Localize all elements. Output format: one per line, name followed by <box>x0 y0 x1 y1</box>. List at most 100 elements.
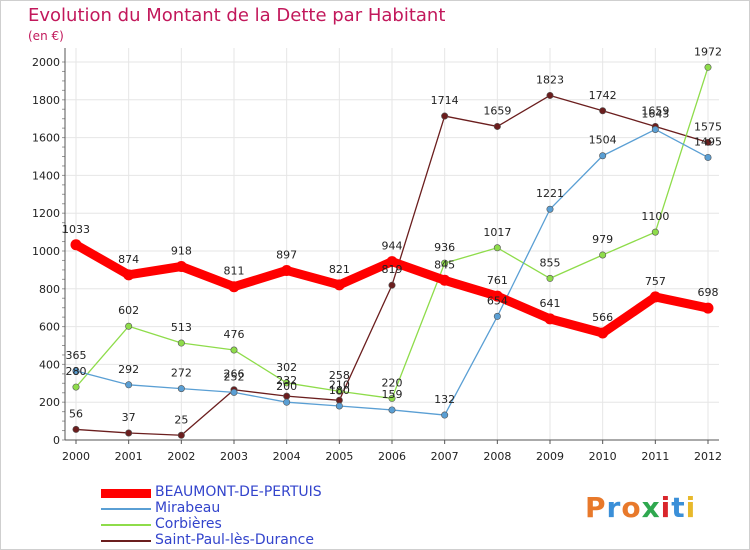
data-point <box>283 379 291 387</box>
data-point <box>177 339 185 347</box>
data-label: 1714 <box>431 94 459 107</box>
data-point <box>281 264 293 276</box>
x-tick-label: 2008 <box>483 450 511 463</box>
data-point <box>704 153 712 161</box>
data-label: 1823 <box>536 73 564 86</box>
data-label: 855 <box>540 256 561 269</box>
data-point <box>441 259 449 267</box>
data-label: 1504 <box>589 134 617 147</box>
data-point <box>704 63 712 71</box>
x-tick-label: 2007 <box>431 450 459 463</box>
data-point <box>335 402 343 410</box>
data-label: 811 <box>224 265 245 278</box>
legend-swatch <box>101 540 151 542</box>
data-point <box>125 381 133 389</box>
data-point <box>493 244 501 252</box>
x-tick-label: 2006 <box>378 450 406 463</box>
data-point <box>125 322 133 330</box>
y-tick-label: 1600 <box>32 132 60 145</box>
x-tick-label: 2003 <box>220 450 248 463</box>
x-tick-label: 2011 <box>641 450 669 463</box>
x-tick-label: 2004 <box>273 450 301 463</box>
x-tick-label: 2002 <box>167 450 195 463</box>
data-point <box>599 107 607 115</box>
data-point <box>599 152 607 160</box>
data-label: 252 <box>224 370 245 383</box>
data-label: 1659 <box>641 104 669 117</box>
data-label: 280 <box>66 365 87 378</box>
data-label: 258 <box>329 369 350 382</box>
data-point <box>493 312 501 320</box>
logo-letter: P <box>585 491 607 524</box>
data-point <box>177 385 185 393</box>
data-label: 1221 <box>536 187 564 200</box>
data-label: 365 <box>66 349 87 362</box>
y-tick-label: 1000 <box>32 245 60 258</box>
data-label: 302 <box>276 361 297 374</box>
y-tick-label: 1400 <box>32 169 60 182</box>
y-tick-label: 2000 <box>32 56 60 69</box>
data-label: 602 <box>118 304 139 317</box>
data-label: 513 <box>171 321 192 334</box>
data-point <box>597 327 609 339</box>
legend-swatch <box>101 508 151 510</box>
y-tick-label: 0 <box>53 434 60 447</box>
data-label: 979 <box>592 233 613 246</box>
data-point <box>439 274 451 286</box>
data-point <box>651 228 659 236</box>
x-tick-label: 2001 <box>115 450 143 463</box>
legend-label: Corbières <box>155 516 222 532</box>
data-point <box>388 394 396 402</box>
y-tick-label: 800 <box>39 283 60 296</box>
logo-letter: r <box>606 491 622 524</box>
data-label: 819 <box>382 263 403 276</box>
x-tick-label: 2000 <box>62 450 90 463</box>
data-label: 25 <box>174 413 188 426</box>
data-label: 1742 <box>589 89 617 102</box>
chart-subtitle: (en €) <box>28 29 64 43</box>
logo-letter: i <box>685 491 697 524</box>
data-label: 1017 <box>483 226 511 239</box>
data-point <box>228 281 240 293</box>
legend-swatch <box>101 488 151 498</box>
y-tick-label: 400 <box>39 358 60 371</box>
data-label: 292 <box>118 363 139 376</box>
data-point <box>546 274 554 282</box>
y-tick-label: 200 <box>39 396 60 409</box>
data-label: 761 <box>487 274 508 287</box>
x-tick-label: 2005 <box>325 450 353 463</box>
data-point <box>491 290 503 302</box>
legend-label: BEAUMONT-DE-PERTUIS <box>155 484 322 500</box>
data-point <box>702 302 714 314</box>
data-point <box>72 383 80 391</box>
data-label: 476 <box>224 328 245 341</box>
y-tick-label: 1200 <box>32 207 60 220</box>
data-label: 180 <box>329 384 350 397</box>
data-label: 897 <box>276 248 297 261</box>
data-label: 1659 <box>483 104 511 117</box>
data-point <box>599 251 607 259</box>
data-point <box>544 313 556 325</box>
legend-label: Saint-Paul-lès-Durance <box>155 532 314 548</box>
data-point <box>388 406 396 414</box>
data-point <box>230 388 238 396</box>
data-point <box>386 256 398 268</box>
data-label: 1100 <box>641 210 669 223</box>
data-point <box>230 346 238 354</box>
data-label: 874 <box>118 253 139 266</box>
x-tick-label: 2010 <box>589 450 617 463</box>
y-tick-label: 600 <box>39 321 60 334</box>
data-label: 936 <box>434 241 455 254</box>
data-point <box>123 269 135 281</box>
legend-swatch <box>101 524 151 526</box>
data-label: 220 <box>382 376 403 389</box>
data-point <box>333 279 345 291</box>
proxiti-logo: Proxiti <box>585 491 696 524</box>
data-label: 1033 <box>62 223 90 236</box>
data-point <box>70 239 82 251</box>
data-point <box>72 425 80 433</box>
data-point <box>175 260 187 272</box>
data-point <box>177 431 185 439</box>
data-label: 1972 <box>694 45 722 58</box>
